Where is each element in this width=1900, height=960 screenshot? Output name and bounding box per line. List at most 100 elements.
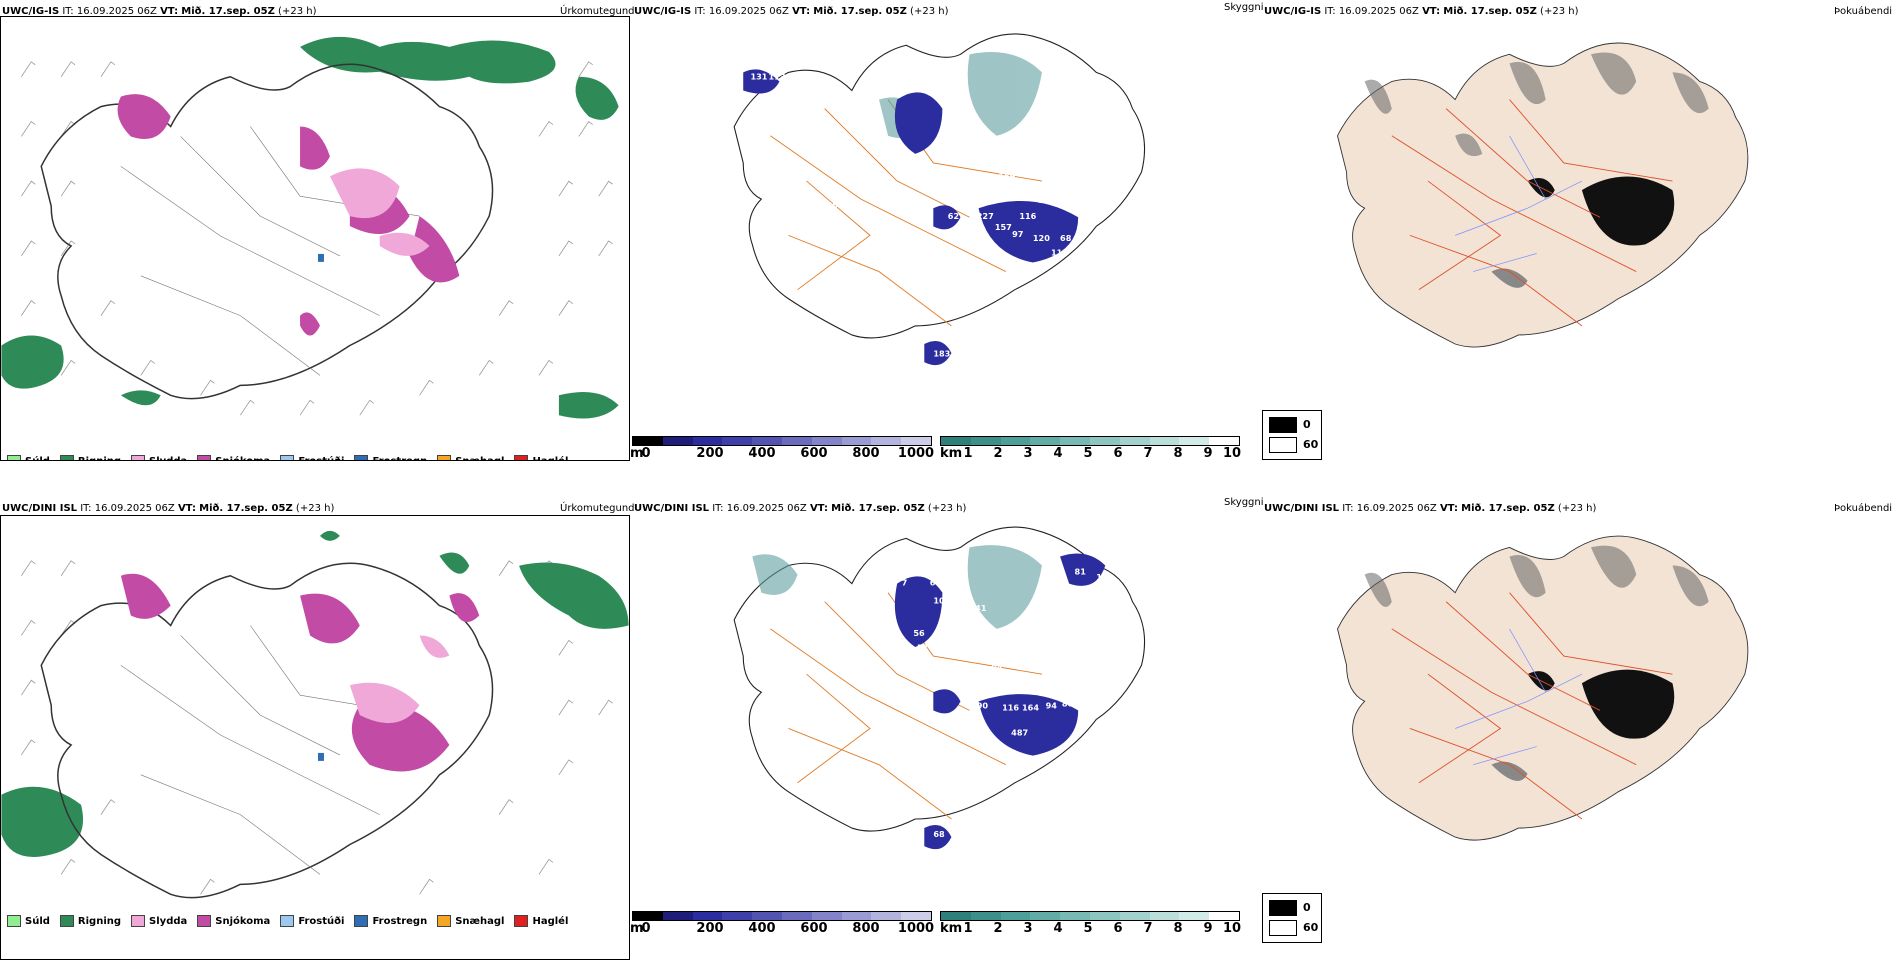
value-label: 97 [1012, 229, 1023, 239]
lead-time: (+23 h) [295, 503, 335, 514]
tick-label: 200 [696, 921, 724, 936]
cloud-visibility-panel: UWC/DINI ISL IT: 16.09.2025 06Z VT: Mið.… [630, 475, 1264, 950]
value-label: 1 [745, 558, 751, 568]
legend-swatch [197, 455, 212, 460]
legend-swatch [437, 455, 452, 460]
tick-label: 2 [993, 446, 1003, 461]
value-label: 93 [1065, 686, 1076, 696]
model-name: UWC/IG-IS [634, 6, 692, 17]
precip-map [1, 530, 629, 899]
vt-value: Mið. 17.sep. 05Z [199, 503, 293, 514]
value-label: 199 [782, 102, 799, 112]
legend-item: Frostúði [280, 915, 344, 927]
it-label: IT: [694, 6, 706, 17]
panel-title: Skyggni [1224, 2, 1264, 13]
panel-title: Þokuábendi [1834, 6, 1893, 17]
tick-label: 1 [963, 446, 973, 461]
row-ig-is: UWC/IG-IS IT: 16.09.2025 06Z VT: Mið. 17… [0, 0, 1900, 475]
height-colorbar: 0 200 400 600 800 1000 m [630, 911, 934, 937]
legend-swatch [280, 455, 295, 460]
value-label: 10 [1038, 195, 1050, 205]
legend-swatch [514, 455, 529, 460]
value-label: 116 [1002, 702, 1019, 712]
legend-swatch [280, 915, 295, 927]
legend-label: Snjókoma [215, 915, 271, 927]
model-name: UWC/IG-IS [1264, 6, 1322, 17]
height-colorbar-bar [632, 436, 932, 446]
legend-item: Haglél [514, 915, 568, 927]
precip-type-panel: UWC/IG-IS IT: 16.09.2025 06Z VT: Mið. 17… [0, 0, 635, 475]
tick-label: 9 [1203, 446, 1213, 461]
model-name: UWC/DINI ISL [634, 503, 710, 514]
tick-label: 8 [1173, 921, 1183, 936]
tick-label: 200 [696, 446, 724, 461]
value-label: 86 [980, 236, 992, 246]
panel-title: Úrkomutegund [560, 6, 635, 17]
value-label: 94 [991, 663, 1003, 673]
lead-time: (+23 h) [278, 6, 317, 17]
fog-legend-swatch [1269, 900, 1297, 916]
value-label: 164 [1022, 702, 1039, 712]
value-label: 204 [1053, 88, 1070, 98]
value-label: 62 [948, 211, 959, 221]
legend-swatch [354, 915, 369, 927]
legend-item: Haglél [514, 455, 568, 460]
tick-label: 10 [1222, 921, 1242, 936]
fog-legend-swatch [1269, 417, 1297, 433]
legend-swatch [59, 455, 74, 460]
legend-item: Rigning [59, 915, 121, 927]
value-label: 68 [1060, 233, 1072, 243]
colorbar-unit: km [940, 446, 963, 461]
value-label: 249 [993, 675, 1010, 685]
value-label: 185 [1002, 155, 1019, 165]
legend-swatch [59, 915, 74, 927]
visibility-colorbar: 1 2 3 4 5 6 7 8 9 10 km [940, 436, 1242, 462]
cloud-map: 1 7 60 10 141 56 57 35 181 161 172 20 94… [733, 526, 1146, 850]
lead-time: (+23 h) [910, 6, 949, 17]
legend-label: Snjókoma [215, 455, 271, 461]
value-label: 118 [1051, 247, 1068, 257]
height-colorbar: 0 200 400 600 800 1000 m [630, 436, 934, 462]
fog-legend-label: 0 [1303, 901, 1311, 914]
value-label: 68 [933, 829, 945, 839]
vt-value: Mið. 17.sep. 05Z [181, 6, 275, 17]
legend-label: Frostúði [298, 915, 345, 927]
fog-legend: 0 60 [1262, 410, 1322, 460]
legend-item: Snæhagl [437, 455, 505, 461]
legend-label: Súld [25, 915, 50, 927]
value-label: 36 [1096, 104, 1108, 114]
it-label: IT: [1324, 6, 1336, 17]
precip-type-panel: UWC/DINI ISL IT: 16.09.2025 06Z VT: Mið.… [0, 475, 635, 960]
lead-time: (+23 h) [927, 503, 967, 514]
legend-item: Slydda [131, 915, 187, 927]
value-label: 120 [1033, 233, 1050, 243]
value-label: 99 [1105, 605, 1117, 615]
it-value: 16.09.2025 06Z [726, 503, 807, 514]
model-name: UWC/DINI ISL [1264, 503, 1340, 514]
value-label: 113 [769, 72, 786, 82]
panel-title: Skyggni [1224, 497, 1264, 508]
tick-label: 10 [1222, 446, 1242, 461]
panel-header: UWC/DINI ISL IT: 16.09.2025 06Z VT: Mið.… [634, 503, 966, 514]
legend-label: Slydda [149, 455, 188, 461]
vt-value: Mið. 17.sep. 05Z [1461, 503, 1555, 514]
fog-map [1337, 535, 1749, 841]
fog-panel: UWC/DINI ISL IT: 16.09.2025 06Z VT: Mið.… [1262, 475, 1900, 950]
it-value: 16.09.2025 06Z [708, 6, 789, 17]
tick-label: 800 [852, 921, 880, 936]
legend-label: Snæhagl [455, 455, 505, 461]
legend-swatch [437, 915, 452, 927]
vt-label: VT: [792, 6, 811, 17]
legend-item: Súld [7, 915, 50, 927]
it-value: 16.09.2025 06Z [94, 503, 175, 514]
panel-title: Þokuábendi [1834, 503, 1893, 514]
height-colorbar-bar [632, 911, 932, 921]
legend-swatch [7, 455, 21, 460]
tick-label: 6 [1113, 446, 1123, 461]
value-label: 60 [930, 577, 942, 587]
legend-swatch [514, 915, 529, 927]
vt-label: VT: [809, 503, 828, 514]
legend-item: Snjókoma [197, 455, 271, 461]
value-label: 7 [902, 577, 908, 587]
fog-legend-swatch [1269, 437, 1297, 453]
